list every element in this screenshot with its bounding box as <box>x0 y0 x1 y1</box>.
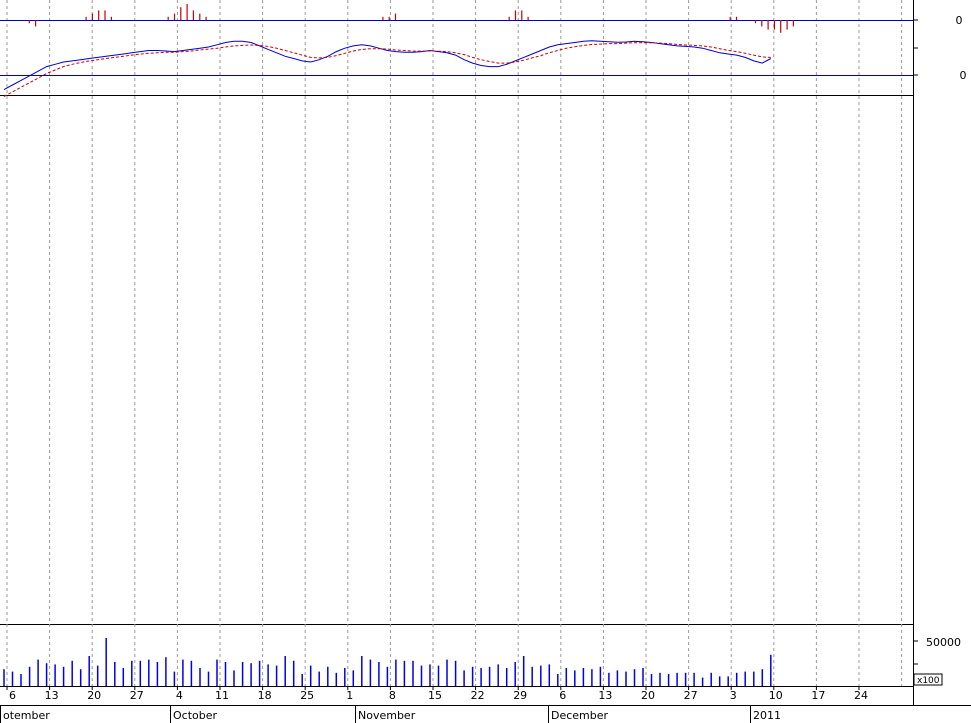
price-panel: 30.030.531.031.532.032.533.033.534.034.5… <box>913 19 918 665</box>
date-tick-label: 24 <box>854 689 868 702</box>
month-label: otember <box>3 709 50 722</box>
date-tick-label: 27 <box>684 689 698 702</box>
month-label: December <box>551 709 609 722</box>
date-tick-label: 6 <box>9 689 16 702</box>
date-tick-label: 20 <box>87 689 101 702</box>
volume-bars <box>3 638 772 686</box>
volume-unit-label: x100 <box>917 676 940 686</box>
date-tick-label: 13 <box>598 689 612 702</box>
date-tick-label: 18 <box>258 689 272 702</box>
date-tick-label: 17 <box>811 689 825 702</box>
month-label: October <box>173 709 217 722</box>
macd-tick-label: 0 <box>960 69 967 82</box>
date-tick-label: 4 <box>176 689 183 702</box>
macd-histogram <box>28 4 795 33</box>
date-tick-label: 25 <box>300 689 314 702</box>
date-tick-label: 27 <box>130 689 144 702</box>
macd-line <box>3 40 772 91</box>
date-tick-label: 22 <box>471 689 485 702</box>
date-tick-label: 3 <box>730 689 737 702</box>
month-label: 2011 <box>753 709 781 722</box>
macd-panel: 0 0 <box>0 4 967 97</box>
date-tick-label: 29 <box>513 689 527 702</box>
date-tick-label: 15 <box>428 689 442 702</box>
date-tick-label: 1 <box>346 689 353 702</box>
macd-tick-label: 0 <box>956 14 963 27</box>
price-axis: 30.030.531.031.532.032.533.033.534.034.5… <box>913 19 918 665</box>
date-axis: 6 13 20 27 4 11 18 25 1 8 15 22 29 6 13 20 27 3 10 17 24otem… <box>0 686 868 723</box>
macd-line <box>3 42 771 97</box>
panel-frames <box>0 0 971 706</box>
date-tick-label: 11 <box>215 689 229 702</box>
month-label: November <box>358 709 416 722</box>
volume-tick-label: 50000 <box>926 636 961 649</box>
date-tick-label: 20 <box>641 689 655 702</box>
date-tick-label: 13 <box>45 689 59 702</box>
date-tick-label: 8 <box>389 689 396 702</box>
volume-panel: 50000 x100 <box>3 636 961 686</box>
date-tick-label: 6 <box>559 689 566 702</box>
macd-lines <box>3 40 772 97</box>
date-tick-label: 10 <box>769 689 783 702</box>
vertical-gridlines <box>6 0 903 686</box>
volume-unit-box: x100 <box>913 673 943 686</box>
